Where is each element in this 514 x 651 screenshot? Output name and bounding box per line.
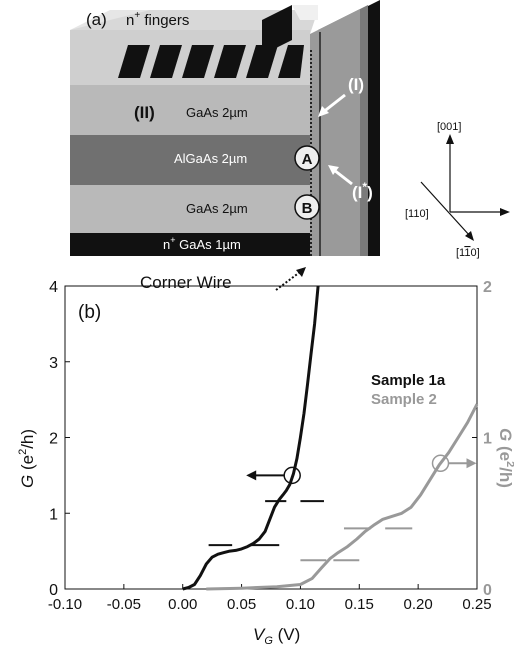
region-i-label: (I) — [348, 75, 364, 94]
layer-label-algaas: AlGaAs 2µm — [174, 151, 247, 166]
y-tick-label-right: 0 — [483, 582, 492, 599]
svg-text:A: A — [302, 151, 313, 168]
y-tick-label-left: 0 — [49, 582, 58, 599]
y-ticks-left: 0 1 2 3 4 — [49, 279, 70, 599]
x-ticks: -0.10 -0.05 0.00 0.05 0.10 0.15 0.20 0.25 — [48, 584, 492, 613]
y-axis-label-left: G (e2/h) — [17, 429, 37, 488]
y-tick-label-left: 1 — [49, 506, 58, 523]
y-tick-label-left: 4 — [49, 279, 58, 296]
point-b: B — [294, 194, 320, 220]
layer-n-gaas — [70, 233, 310, 256]
n-fingers — [118, 5, 304, 78]
indicator-arrowhead — [466, 458, 477, 469]
layer-label-n-gaas: n+ GaAs 1µm — [163, 235, 241, 252]
layer-gaas-1 — [70, 85, 310, 135]
layer-gaas-2 — [70, 185, 310, 233]
axis-indicators — [246, 454, 477, 485]
fingers-label: n+ fingers — [126, 10, 189, 29]
plateau-markers — [208, 500, 413, 562]
axis-1-10-label: [110] — [456, 247, 480, 259]
arrow-i-head — [318, 106, 329, 117]
corner-wire-label: Corner Wire — [140, 273, 232, 292]
x-tick-label: -0.05 — [107, 596, 141, 613]
top-white-strip — [292, 5, 318, 20]
point-a: A — [294, 145, 320, 171]
y-tick-label-left: 2 — [49, 431, 58, 448]
x-axis-label: VG (V) — [253, 625, 300, 647]
layer-algaas — [70, 135, 310, 185]
arrow-istar — [333, 168, 353, 186]
x-tick-label: 0.25 — [462, 596, 491, 613]
sidegate-label: n+ sidegate — [384, 96, 403, 171]
layer-label-gaas-top: GaAs 2µm — [186, 105, 248, 120]
arrow-istar-head — [328, 165, 339, 175]
axis-110-label: [110] — [405, 208, 429, 220]
series-line-sample-1a — [182, 285, 320, 591]
series-line-sample-2 — [206, 403, 479, 591]
indicator-arrowhead — [246, 470, 257, 481]
y-tick-label-left: 3 — [49, 355, 58, 372]
region-istar-label: (I*) — [352, 180, 373, 202]
axis-001-label: [001] — [437, 121, 461, 133]
x-tick-label: 0.10 — [286, 596, 315, 613]
corner-wire-arrow — [275, 271, 301, 291]
x-tick-label: 0.00 — [168, 596, 197, 613]
legend-sample-1a: Sample 1a — [371, 372, 446, 389]
svg-text:B: B — [302, 200, 313, 217]
y-ticks-right: 0 1 2 — [472, 279, 492, 599]
panel-b-label: (b) — [78, 302, 101, 323]
plot-frame — [64, 285, 478, 590]
conductance-chart: -0.10 -0.05 0.00 0.05 0.10 0.15 0.20 0.25 0 1 2 3 4… — [17, 279, 514, 647]
y-axis-label-right: G (e2/h) — [496, 428, 514, 488]
x-tick-label: 0.15 — [345, 596, 374, 613]
y-tick-label-right: 1 — [483, 431, 492, 448]
sidegate-inner — [310, 9, 360, 256]
region-ii-label: (II) — [134, 103, 155, 122]
x-tick-label: -0.10 — [48, 596, 82, 613]
series-lines — [182, 285, 479, 591]
legend-sample-2: Sample 2 — [371, 391, 437, 408]
x-tick-label: 0.20 — [404, 596, 433, 613]
layer-label-gaas-bottom: GaAs 2µm — [186, 201, 248, 216]
crystal-axes: [001] [110] [110] — [405, 121, 510, 259]
y-tick-label-right: 2 — [483, 279, 492, 296]
x-tick-label: 0.05 — [227, 596, 256, 613]
corner-wire-arrowhead — [296, 267, 306, 277]
device-diagram: (a) n+ fingers (II) GaAs 2µm AlGaAs 2µm … — [70, 0, 403, 292]
panel-a-label: (a) — [86, 10, 107, 29]
